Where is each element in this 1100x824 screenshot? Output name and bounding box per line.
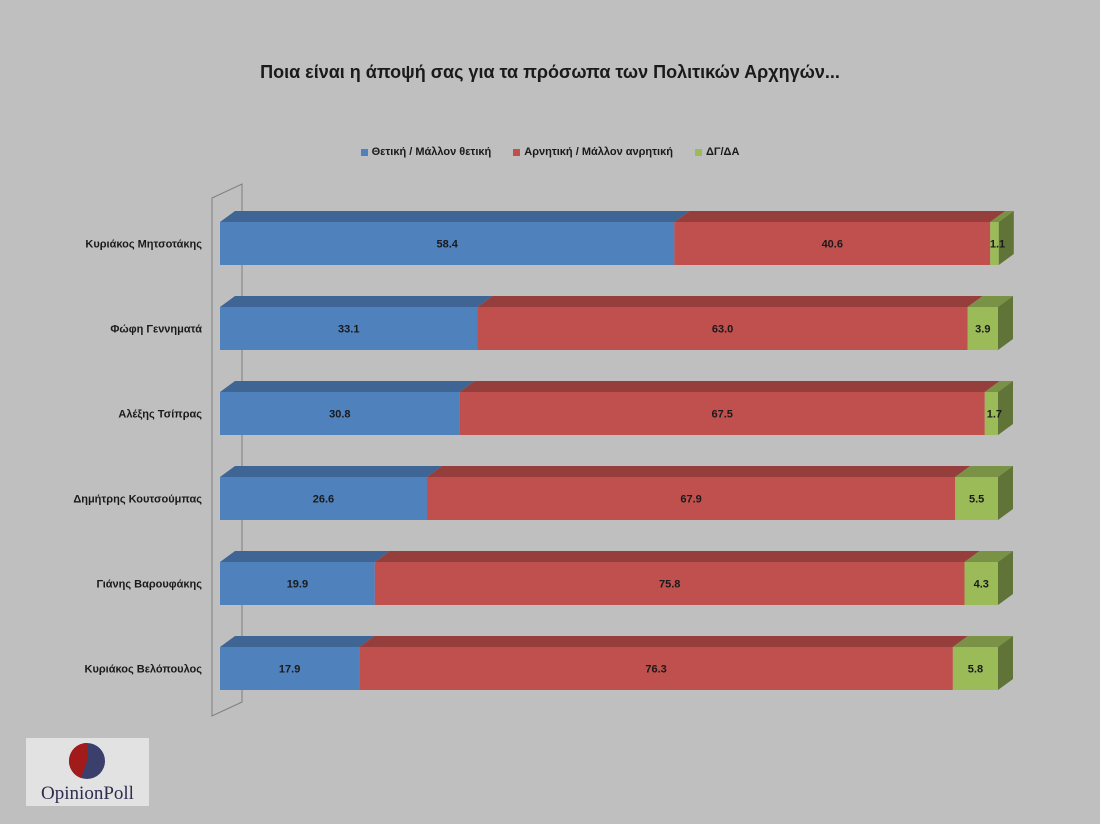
bar-positive <box>220 477 427 520</box>
category-label: Κυριάκος Βελόπουλος <box>85 664 203 676</box>
bar-dk <box>967 307 998 350</box>
category-label: Φώφη Γεννηματά <box>110 324 202 336</box>
category-label: Γιάνης Βαρουφάκης <box>96 579 202 591</box>
data-label-dk: 3.9 <box>975 324 990 336</box>
bar-negative <box>359 647 953 690</box>
logo-text: OpinionPoll <box>41 783 134 804</box>
bar-top-negative <box>674 211 1006 222</box>
bar-positive <box>220 392 460 435</box>
bar-negative <box>426 477 956 520</box>
data-label-negative: 40.6 <box>822 239 843 251</box>
bar-negative <box>374 562 965 605</box>
bar-negative <box>459 392 985 435</box>
data-label-dk: 1.7 <box>987 409 1002 421</box>
legend-item-negative: Αρνητική / Μάλλον ανρητική <box>513 146 673 158</box>
bar-top-dk <box>964 551 1013 562</box>
data-label-dk: 5.5 <box>969 494 984 506</box>
data-label-positive: 33.1 <box>338 324 359 336</box>
legend-item-dk: ΔΓ/ΔΑ <box>694 146 740 158</box>
bar-top-negative <box>477 296 983 307</box>
data-label-dk: 4.3 <box>974 579 989 591</box>
opinionpoll-logo: OpinionPoll <box>26 738 149 806</box>
bar-top-negative <box>426 466 971 477</box>
bar-top-negative <box>374 551 980 562</box>
data-label-positive: 58.4 <box>436 239 458 251</box>
bar-side-dk <box>998 551 1013 605</box>
bar-top-positive <box>220 211 690 222</box>
legend-swatch-positive <box>360 148 368 156</box>
data-label-positive: 26.6 <box>313 494 334 506</box>
data-label-negative: 75.8 <box>659 579 680 591</box>
bar-negative <box>477 307 968 350</box>
data-label-dk: 5.8 <box>968 664 983 676</box>
data-label-negative: 67.5 <box>711 409 732 421</box>
bar-top-negative <box>459 381 1000 392</box>
bar-dk <box>952 647 998 690</box>
data-label-dk: 1.1 <box>990 239 1005 251</box>
bar-top-positive <box>220 636 375 647</box>
bar-negative <box>674 222 991 265</box>
bar-top-dk <box>955 466 1013 477</box>
chart-legend: Θετική / Μάλλον θετική Αρνητική / Μάλλον… <box>0 146 1100 158</box>
bar-top-dk <box>984 381 1013 392</box>
category-label: Αλέξης Τσίπρας <box>118 409 202 421</box>
bar-top-dk <box>952 636 1013 647</box>
bar-dk <box>955 477 998 520</box>
data-label-negative: 76.3 <box>645 664 666 676</box>
data-label-positive: 19.9 <box>287 579 308 591</box>
category-label: Κυριάκος Μητσοτάκης <box>85 239 202 251</box>
chart-title: Ποια είναι η άποψή σας για τα πρόσωπα τω… <box>260 62 840 82</box>
bar-top-dk <box>967 296 1013 307</box>
bar-positive <box>220 222 675 265</box>
bar-dk <box>964 562 998 605</box>
bar-side-dk <box>998 211 1014 265</box>
bar-dk <box>990 222 999 265</box>
data-label-negative: 63.0 <box>712 324 733 336</box>
bar-positive <box>220 647 360 690</box>
legend-item-positive: Θετική / Μάλλον θετική <box>360 146 492 158</box>
data-label-positive: 30.8 <box>329 409 350 421</box>
category-label: Δημήτρης Κουτσούμπας <box>73 494 202 506</box>
logo-pie-icon <box>68 742 105 779</box>
category-axis-wall <box>211 183 243 717</box>
bar-top-positive <box>220 466 442 477</box>
bar-side-dk <box>998 636 1013 690</box>
data-label-negative: 67.9 <box>680 494 701 506</box>
bar-dk <box>984 392 998 435</box>
bar-side-dk <box>998 466 1013 520</box>
bar-side-dk <box>998 381 1013 435</box>
bar-top-negative <box>359 636 968 647</box>
bar-positive <box>220 307 478 350</box>
bar-top-dk <box>990 211 1014 222</box>
legend-swatch-dk <box>694 148 702 156</box>
legend-label-negative: Αρνητική / Μάλλον ανρητική <box>524 146 673 158</box>
bar-positive <box>220 562 375 605</box>
legend-label-dk: ΔΓ/ΔΑ <box>705 146 740 158</box>
data-label-positive: 17.9 <box>279 664 300 676</box>
bar-top-positive <box>220 381 475 392</box>
legend-label-positive: Θετική / Μάλλον θετική <box>371 146 492 158</box>
bar-side-dk <box>998 296 1013 350</box>
bar-top-positive <box>220 551 390 562</box>
bar-top-positive <box>220 296 493 307</box>
legend-swatch-negative <box>513 148 521 156</box>
